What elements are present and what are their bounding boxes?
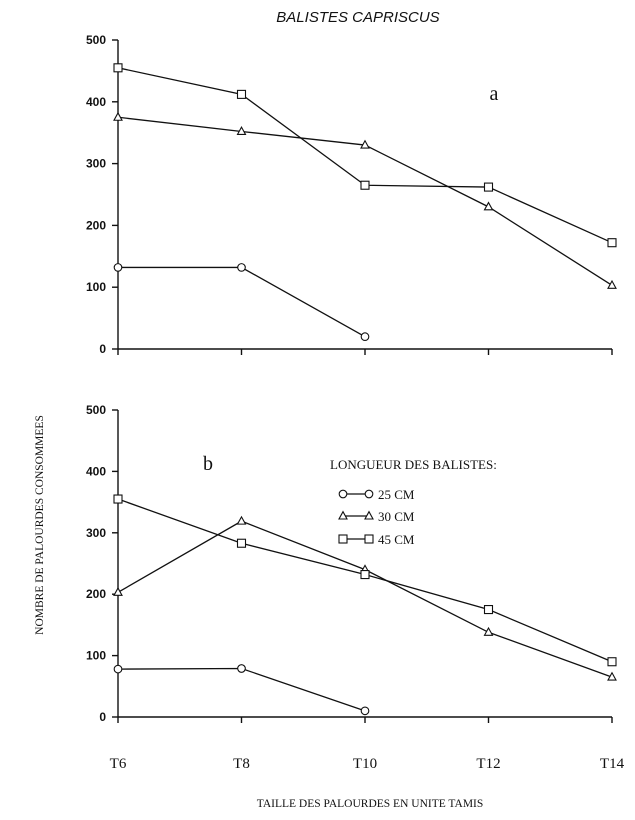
series-line-25-cm	[118, 266, 366, 338]
legend-entry-label: 25 CM	[378, 487, 415, 502]
panel-label: b	[203, 453, 213, 475]
data-point-square	[113, 494, 123, 504]
series-line-45-cm	[117, 67, 613, 244]
data-point-triangle	[236, 126, 247, 136]
data-point-circle	[237, 263, 246, 272]
data-point-triangle	[113, 111, 123, 121]
y-tick-label: 100	[86, 649, 106, 663]
chart-title: BALISTES CAPRISCUS	[276, 9, 439, 26]
x-tick-label: T8	[233, 756, 250, 772]
series-line-45-cm	[117, 498, 613, 663]
y-tick-label: 0	[99, 342, 106, 356]
legend-entry-label: 45 CM	[378, 532, 415, 547]
legend-marker-triangle	[364, 510, 374, 520]
legend-entry-label: 30 CM	[378, 509, 415, 524]
data-point-square	[607, 238, 617, 248]
x-axis-title: TAILLE DES PALOURDES EN UNITE TAMIS	[257, 798, 484, 810]
data-point-square	[607, 657, 617, 667]
y-tick-label: 300	[86, 526, 106, 540]
legend-marker-circle	[338, 489, 348, 499]
data-point-square	[236, 89, 247, 99]
data-point-square	[360, 180, 370, 190]
data-point-circle	[113, 263, 123, 272]
y-tick-label: 0	[99, 710, 106, 724]
data-point-triangle	[607, 279, 617, 289]
y-tick-label: 500	[86, 403, 106, 417]
data-point-triangle	[360, 139, 370, 149]
y-tick-label: 200	[86, 587, 106, 601]
y-tick-label: 300	[86, 157, 106, 171]
series-line-30-cm	[117, 520, 613, 678]
x-tick-label: T6	[110, 756, 127, 772]
legend-marker-circle	[364, 489, 374, 499]
data-point-square	[483, 182, 494, 192]
y-axis-title: NOMBRE DE PALOURDES CONSOMMEES	[34, 415, 46, 635]
y-tick-label: 500	[86, 33, 106, 47]
legend-marker-square	[364, 534, 374, 544]
series-line-25-cm	[117, 667, 366, 712]
x-tick-label: T10	[353, 756, 377, 772]
data-point-circle	[360, 332, 370, 341]
data-point-square	[360, 570, 370, 580]
y-tick-label: 100	[86, 280, 106, 294]
data-point-circle	[360, 706, 370, 716]
data-point-triangle	[483, 201, 494, 211]
data-point-circle	[113, 664, 123, 674]
x-tick-label: T14	[600, 756, 625, 772]
data-point-triangle	[113, 586, 123, 596]
data-point-square	[113, 63, 123, 73]
legend-marker-square	[338, 534, 348, 544]
panel-label: a	[490, 83, 499, 105]
data-point-square	[483, 604, 494, 615]
data-point-square	[236, 538, 247, 548]
legend-title: LONGUEUR DES BALISTES:	[330, 457, 497, 472]
y-tick-label: 400	[86, 95, 106, 109]
data-point-circle	[237, 664, 246, 673]
data-point-triangle	[483, 626, 494, 636]
panel-b: 0 100 200 300 400 500 T6 T8 T10 T12 T14 b	[86, 403, 625, 772]
data-point-triangle	[236, 515, 247, 525]
legend: LONGUEUR DES BALISTES: 25 CM 30 CM 45 CM	[330, 457, 497, 547]
y-tick-label: 400	[86, 464, 106, 478]
legend-marker-triangle	[338, 510, 348, 520]
y-tick-label: 200	[86, 218, 106, 232]
panel-a: 0 100 200 300 400 500 a	[86, 33, 617, 356]
data-point-triangle	[607, 671, 617, 681]
x-tick-label: T12	[476, 756, 500, 772]
